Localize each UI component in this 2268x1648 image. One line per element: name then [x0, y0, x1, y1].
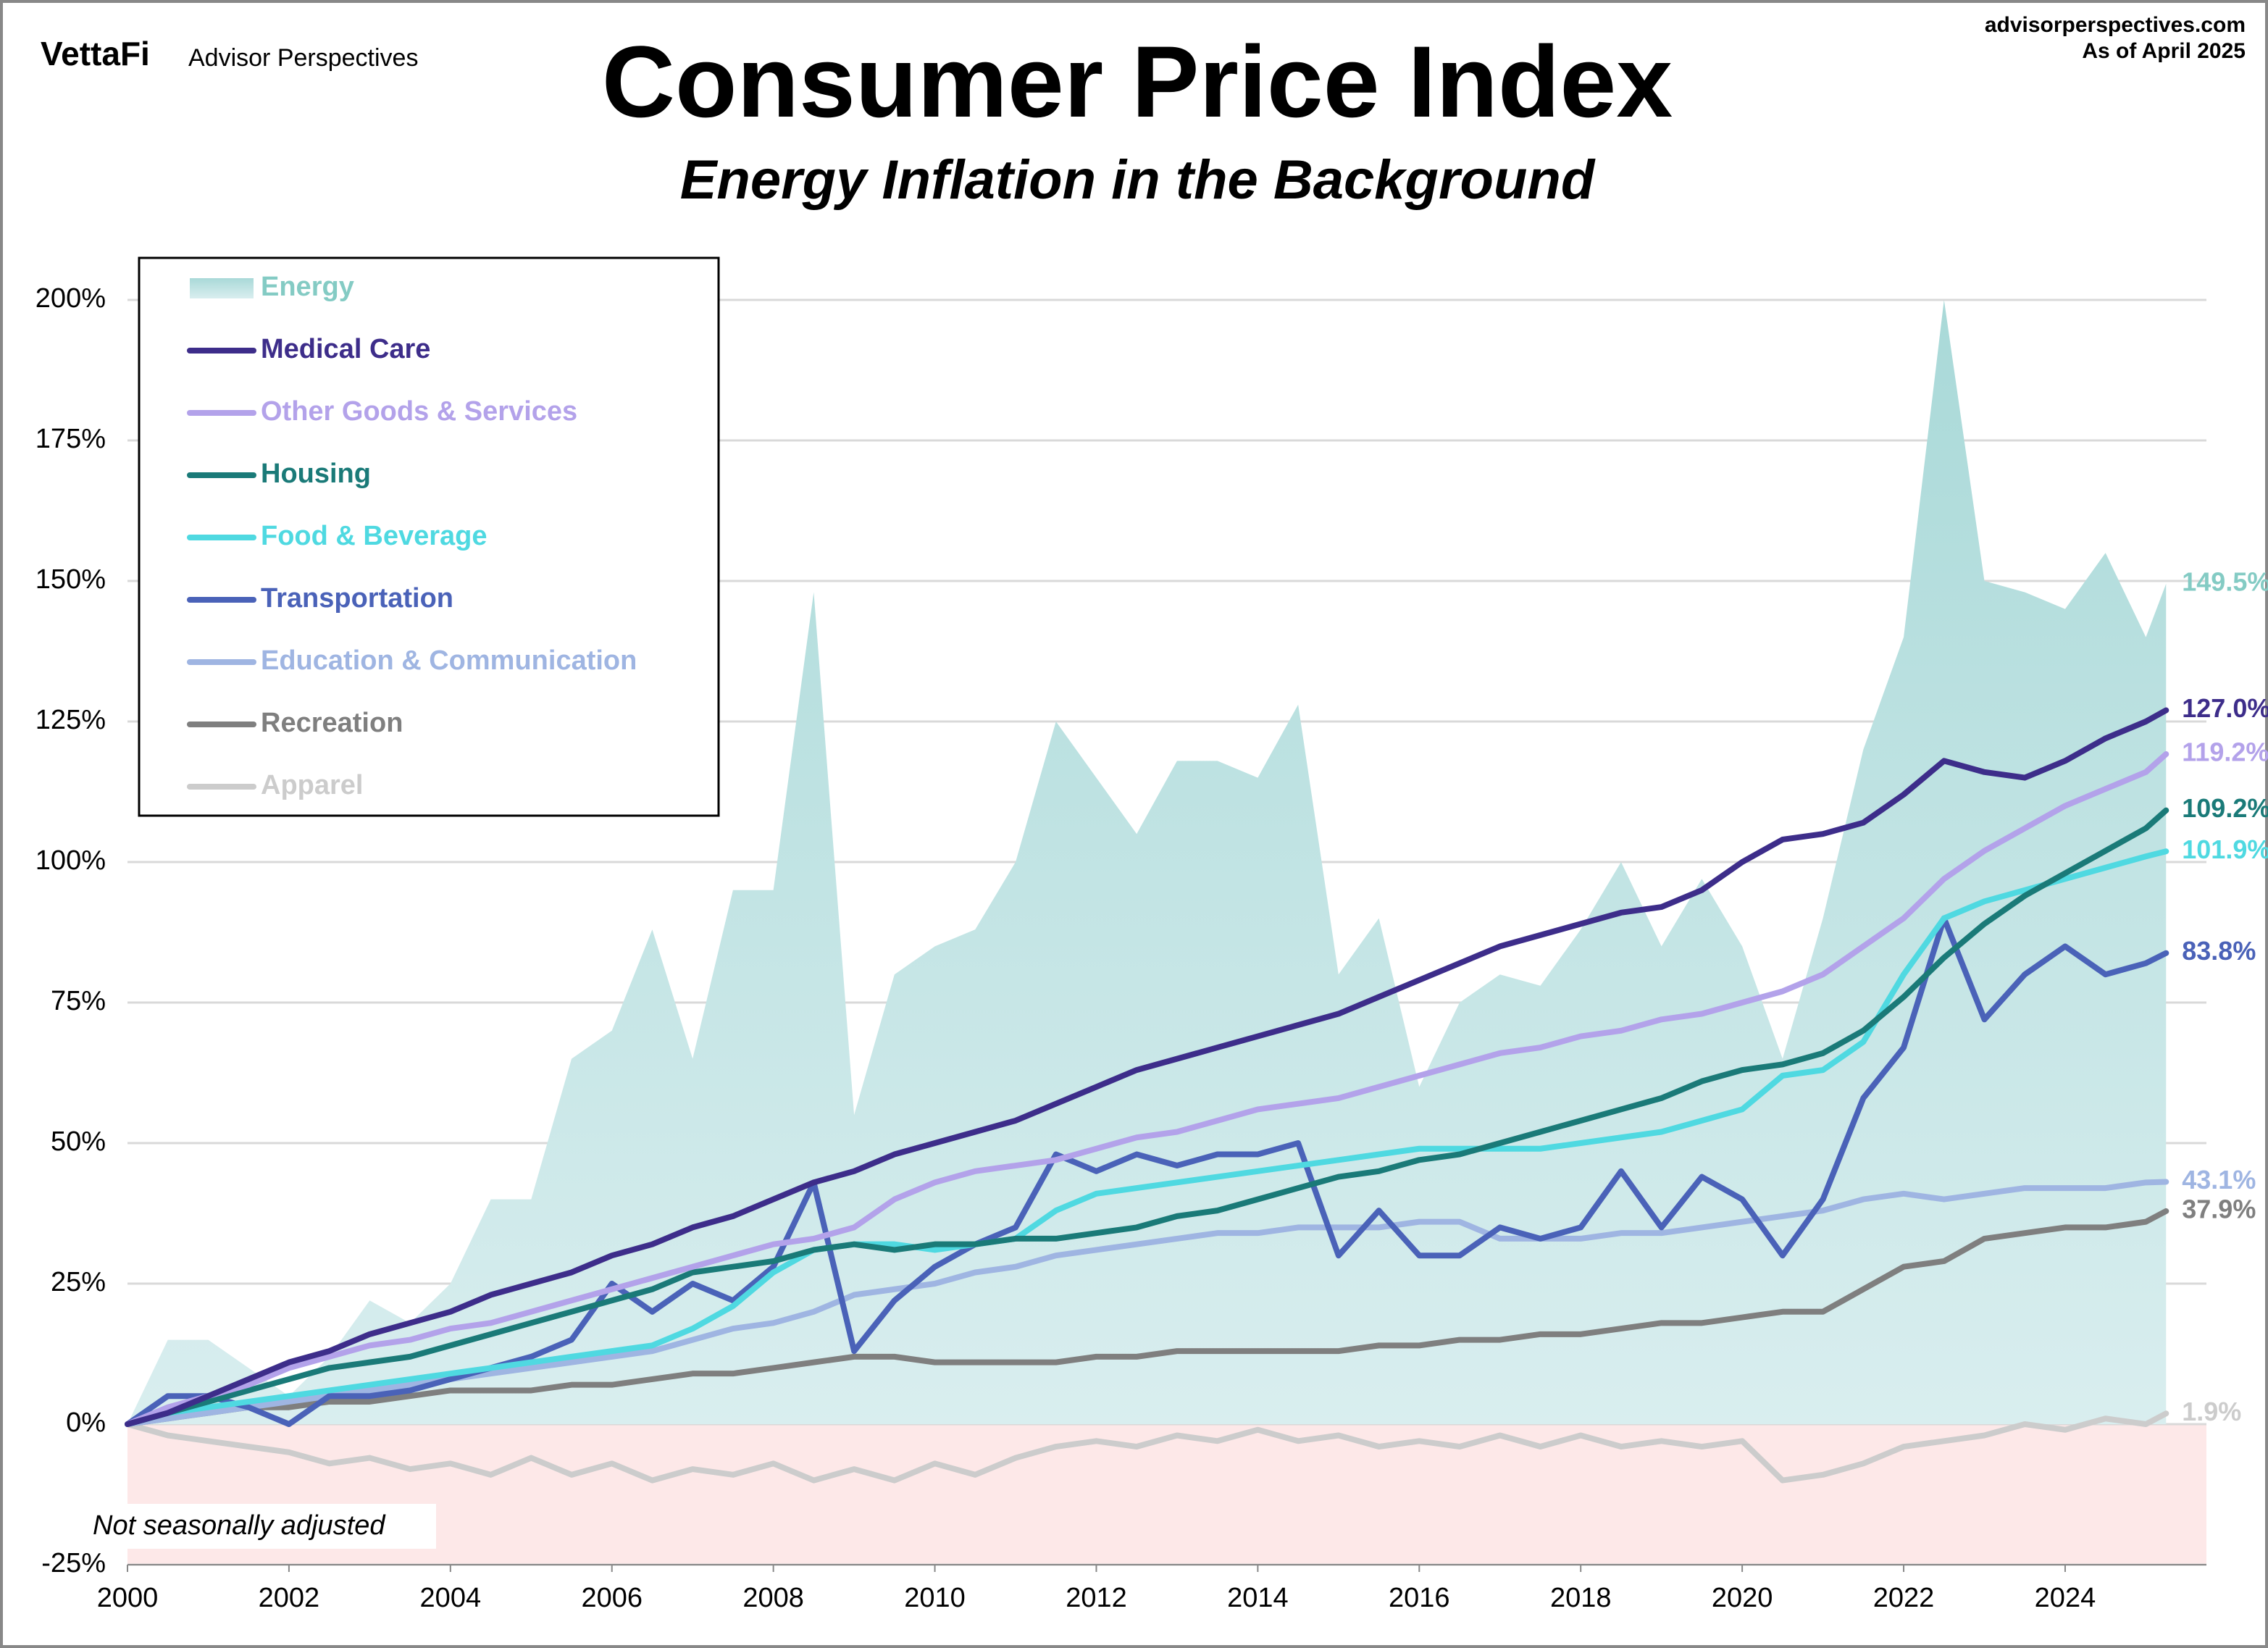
legend-label: Medical Care	[261, 334, 430, 364]
x-tick-label: 2008	[742, 1583, 804, 1613]
end-label: 1.9%	[2182, 1397, 2241, 1426]
legend-label: Other Goods & Services	[261, 396, 577, 427]
end-label: 101.9%	[2182, 835, 2268, 864]
legend-label: Recreation	[261, 708, 403, 738]
series-line	[125, 1410, 2169, 1484]
plot-area: -25% 0% 25% 50% 75% 100% 125% 150% 175% 200% 2000 2…	[35, 256, 2268, 1613]
end-label: 109.2%	[2182, 793, 2268, 823]
y-tick-label: -25%	[41, 1548, 106, 1578]
legend-swatch	[190, 278, 254, 298]
end-label: 149.5%	[2182, 566, 2268, 596]
y-tick-label: 200%	[35, 283, 106, 314]
x-tick-label: 2000	[97, 1583, 159, 1613]
y-tick-label: 50%	[51, 1126, 106, 1157]
legend-label: Transportation	[261, 583, 453, 614]
series-line	[125, 1208, 2169, 1427]
x-tick-label: 2012	[1066, 1583, 1127, 1613]
y-tick-label: 100%	[35, 845, 106, 876]
series-line	[125, 751, 2169, 1427]
negative-region	[127, 1424, 2206, 1565]
x-tick-label: 2010	[904, 1583, 966, 1613]
series-line	[125, 707, 2169, 1427]
x-tick-label: 2016	[1389, 1583, 1450, 1613]
end-label: 127.0%	[2182, 693, 2268, 723]
x-tick-label: 2020	[1712, 1583, 1773, 1613]
y-tick-label: 0%	[66, 1408, 106, 1438]
legend-label: Energy	[261, 272, 354, 302]
legend-label: Food & Beverage	[261, 521, 488, 551]
legend-label: Education & Communication	[261, 645, 637, 676]
x-tick-label: 2006	[581, 1583, 643, 1613]
legend-label: Apparel	[261, 770, 363, 800]
x-tick-label: 2022	[1873, 1583, 1935, 1613]
logo: VettaFi	[41, 35, 150, 72]
x-tick-label: 2024	[2035, 1583, 2096, 1613]
chart-subtitle: Energy Inflation in the Background	[680, 149, 1596, 211]
chart-title: Consumer Price Index	[602, 25, 1673, 138]
y-tick-label: 25%	[51, 1267, 106, 1297]
brand: Advisor Perspectives	[188, 44, 418, 72]
energy-area	[127, 300, 2167, 1424]
legend-label: Housing	[261, 459, 371, 489]
x-tick-label: 2002	[259, 1583, 320, 1613]
note: Not seasonally adjusted	[93, 1510, 386, 1541]
y-tick-label: 175%	[35, 424, 106, 454]
end-label: 37.9%	[2182, 1194, 2256, 1224]
y-tick-label: 150%	[35, 564, 106, 595]
y-tick-label: 75%	[51, 986, 106, 1016]
as-of: As of April 2025	[2082, 39, 2246, 63]
end-label: 119.2%	[2182, 737, 2268, 767]
y-tick-label: 125%	[35, 705, 106, 735]
x-tick-label: 2014	[1227, 1583, 1289, 1613]
x-tick-label: 2004	[420, 1583, 482, 1613]
series-line	[125, 807, 2169, 1427]
end-label: 43.1%	[2182, 1165, 2256, 1195]
note-box	[87, 1504, 436, 1549]
x-tick-label: 2018	[1550, 1583, 1612, 1613]
source: advisorperspectives.com	[1985, 13, 2246, 37]
series-line	[125, 848, 2169, 1427]
end-label: 83.8%	[2182, 936, 2256, 966]
